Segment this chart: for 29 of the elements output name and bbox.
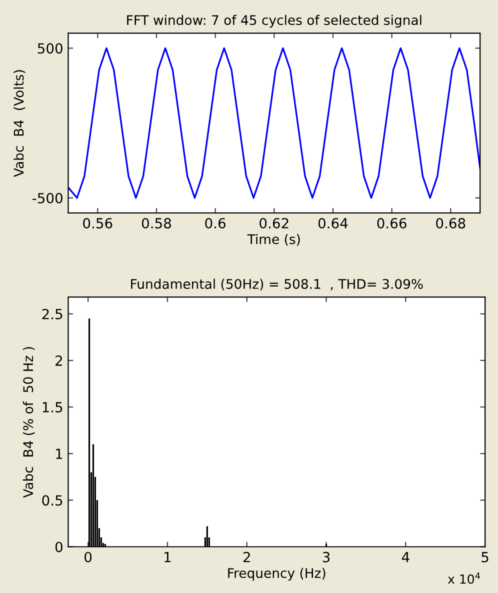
- line-series: [68, 47, 480, 199]
- y-tick-label: 2: [56, 355, 62, 366]
- y-tick-label: -500: [32, 192, 62, 204]
- x-tick-label: 1: [164, 552, 171, 562]
- y-tick-label: 500: [38, 43, 62, 54]
- x-tick-label: 0: [84, 552, 92, 562]
- x-tick-label: 0.66: [377, 218, 406, 228]
- y-tick-label: 1.5: [42, 402, 62, 412]
- y-axis-title: Vabc B4 (% of 50 Hz ): [22, 347, 35, 498]
- y-tick-label: 1: [56, 448, 62, 459]
- x-tick-label: 0.68: [436, 218, 466, 228]
- x-tick-label: 5: [482, 552, 488, 562]
- x-tick-label: 0.56: [83, 218, 112, 228]
- text: x 10$^{4}$: [448, 572, 480, 584]
- y-tick-label: 0.5: [42, 495, 62, 506]
- x-tick-label: 0.64: [318, 218, 348, 228]
- x-tick-label: 0.62: [260, 218, 288, 228]
- x-tick-label: 3: [322, 552, 330, 562]
- x-tick-label: 2: [243, 552, 250, 562]
- x-axis-title: Frequency (Hz): [228, 568, 326, 581]
- x-tick-label: 4: [402, 552, 410, 562]
- chart-title: FFT window: 7 of 45 cycles of selected signal: [127, 14, 422, 28]
- y-tick-label: 0: [55, 542, 62, 552]
- x-axis-title: Time (s): [247, 234, 300, 246]
- y-axis-title: Vabc B4 (Volts): [14, 70, 26, 177]
- chart-title: Fundamental (50Hz) = 508.1 , THD= 3.09%: [131, 278, 423, 290]
- y-tick-label: 2.5: [42, 308, 62, 320]
- x-tick-label: 0.6: [205, 218, 226, 228]
- x-tick-label: 0.58: [142, 218, 171, 228]
